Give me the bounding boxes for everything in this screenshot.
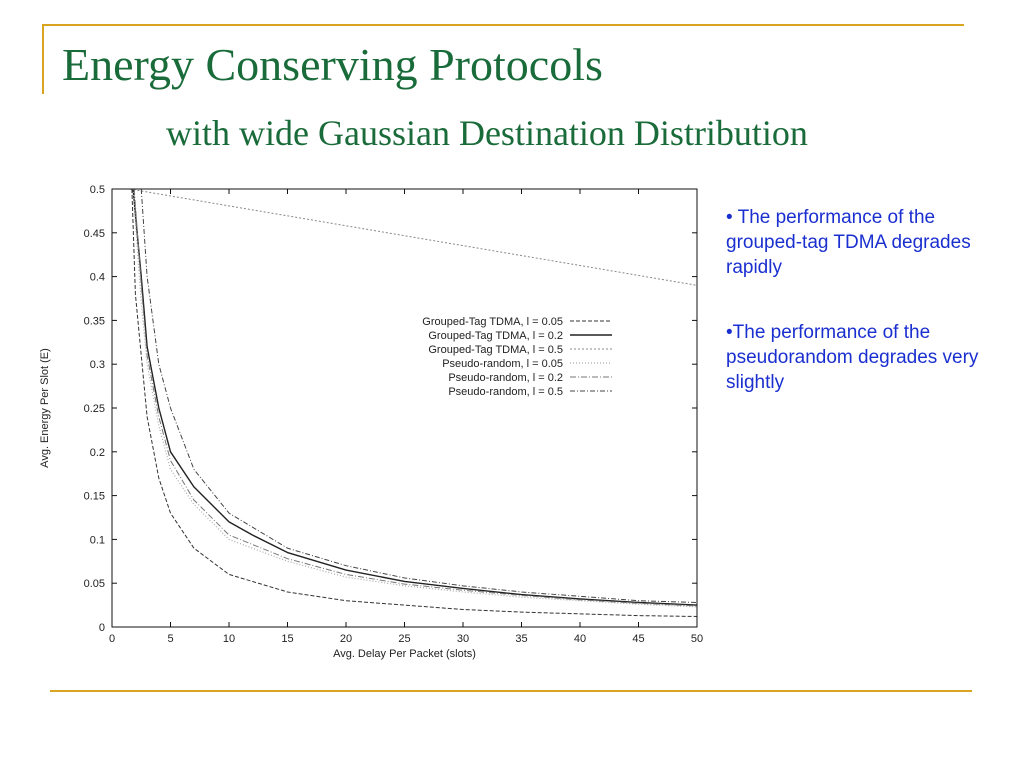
legend-label: Pseudo-random, l = 0.05 (442, 358, 563, 370)
x-tick-label: 30 (457, 633, 469, 645)
x-tick-label: 0 (109, 633, 115, 645)
series-line-1 (131, 188, 698, 617)
energy-delay-chart: 0 5 10 15 20 25 30 35 40 45 50 0 0.05 0.1 0.15 0.2 0.25 0… (39, 184, 704, 660)
y-tick-label: 0.45 (84, 228, 105, 240)
series-line-6 (140, 188, 698, 603)
y-tick-label: 0.4 (90, 272, 105, 284)
x-tick-label: 45 (632, 633, 644, 645)
legend-label: Grouped-Tag TDMA, l = 0.2 (428, 330, 563, 342)
y-tick-label: 0.05 (84, 578, 105, 590)
bullet-pseudorandom: •The performance of the pseudorandom deg… (726, 322, 979, 394)
chart-legend: Grouped-Tag TDMA, l = 0.05 Grouped-Tag TD… (422, 316, 612, 398)
bullet-list: • The performance of the grouped-tag TDM… (726, 205, 1006, 435)
series-line-5 (133, 188, 698, 607)
x-tick-label: 15 (281, 633, 293, 645)
plot-frame (111, 188, 698, 628)
series-line-2 (132, 188, 698, 606)
x-tick-label: 5 (167, 633, 173, 645)
y-axis-label: Avg. Energy Per Slot (E) (39, 348, 51, 468)
y-tick-label: 0.35 (84, 315, 105, 327)
legend-label: Pseudo-random, l = 0.2 (448, 372, 563, 384)
x-tick-label: 10 (223, 633, 235, 645)
y-tick-label: 0.5 (90, 184, 105, 196)
series-lines (129, 188, 698, 617)
bottom-decorative-rule (50, 690, 972, 692)
legend-label: Pseudo-random, l = 0.5 (448, 386, 563, 398)
x-tick-label: 25 (398, 633, 410, 645)
x-axis-label: Avg. Delay Per Packet (slots) (333, 648, 476, 660)
y-tick-label: 0.3 (90, 359, 105, 371)
y-tick-label: 0 (99, 622, 105, 634)
bullet-grouped-tag: • The performance of the grouped-tag TDM… (726, 207, 971, 279)
left-decorative-rule (42, 24, 44, 94)
slide-subtitle: with wide Gaussian Destination Distribut… (166, 113, 808, 153)
series-line-3 (129, 188, 698, 286)
x-tick-label: 20 (340, 633, 352, 645)
series-line-4 (132, 188, 698, 608)
y-tick-label: 0.1 (90, 534, 105, 546)
y-tick-label: 0.25 (84, 403, 105, 415)
y-tick-label: 0.15 (84, 491, 105, 503)
slide-title: Energy Conserving Protocols (62, 39, 603, 90)
legend-label: Grouped-Tag TDMA, l = 0.05 (422, 316, 563, 328)
axis-ticks: 0 5 10 15 20 25 30 35 40 45 50 0 0.05 0.1 0.15 0.2 0.25 0… (84, 184, 704, 645)
y-tick-label: 0.2 (90, 447, 105, 459)
x-tick-label: 35 (515, 633, 527, 645)
x-tick-label: 50 (691, 633, 703, 645)
x-tick-label: 40 (574, 633, 586, 645)
legend-label: Grouped-Tag TDMA, l = 0.5 (428, 344, 563, 356)
top-decorative-rule (42, 24, 964, 26)
